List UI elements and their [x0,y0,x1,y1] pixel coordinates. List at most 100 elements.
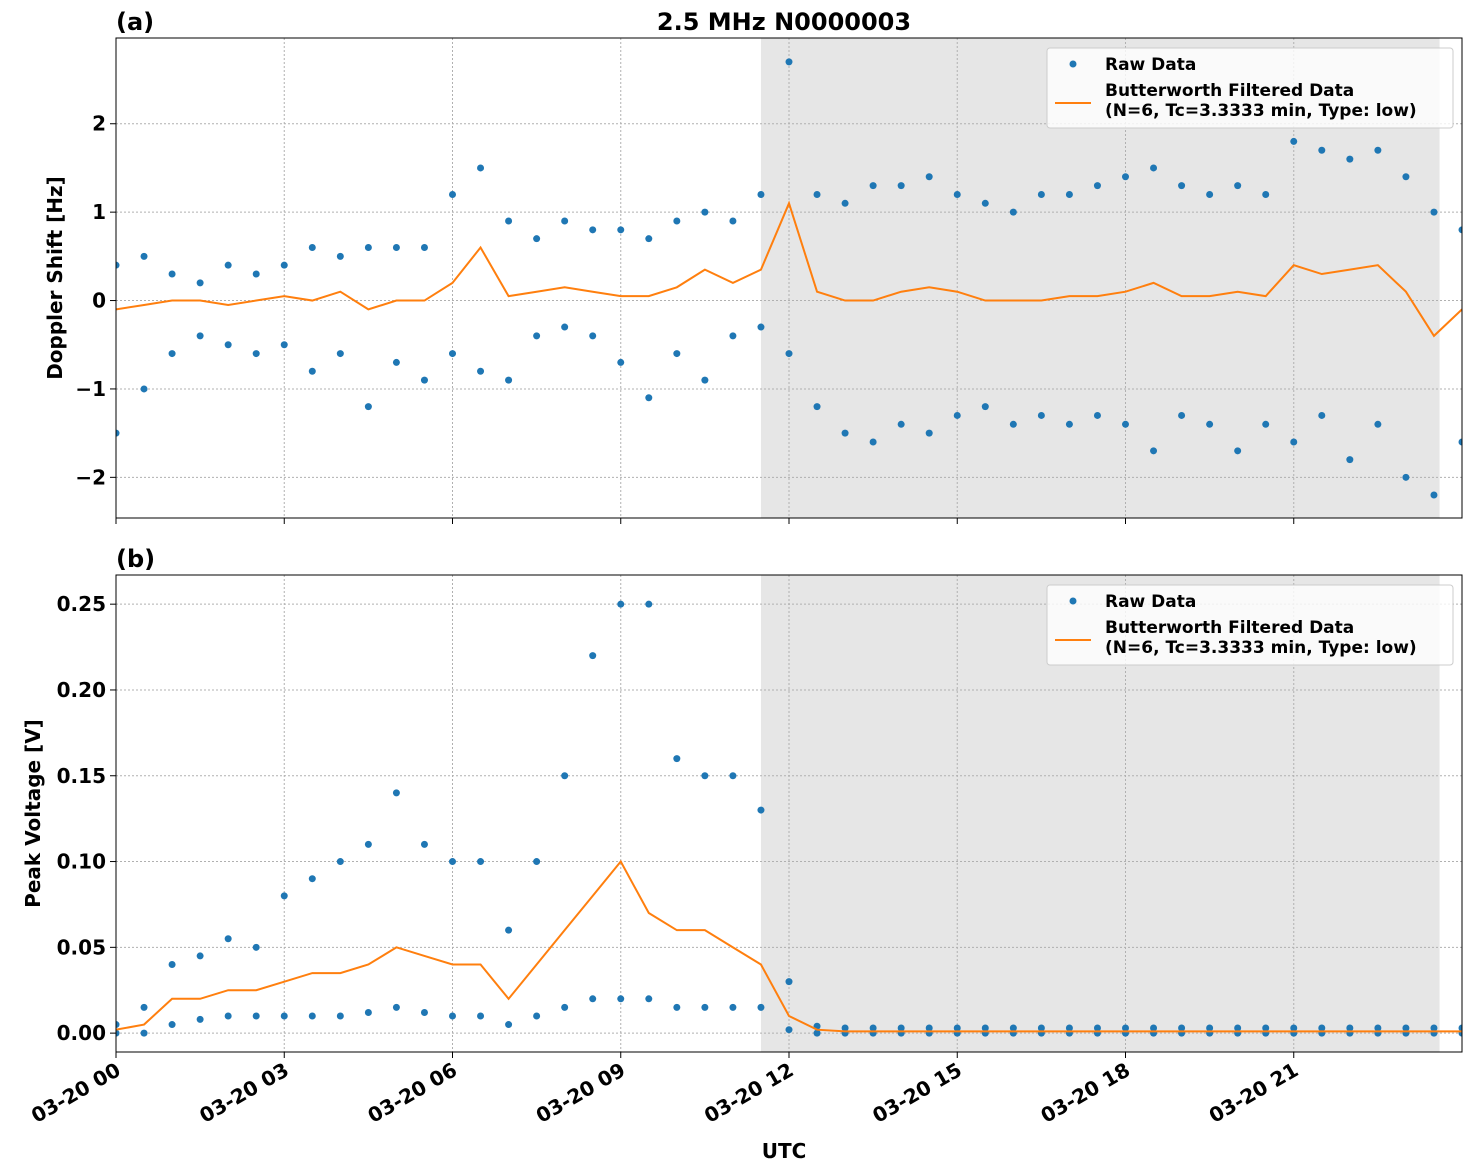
raw-point [477,858,485,866]
raw-point [196,279,204,287]
raw-point [1122,420,1129,428]
raw-point [308,1012,316,1020]
panel-label: (a) [116,8,154,36]
raw-point [785,58,793,66]
x-tick-label: 03-20 06 [363,1058,461,1128]
raw-point [1262,1024,1270,1032]
raw-point [617,226,625,234]
raw-point [336,858,344,866]
raw-point [1318,1024,1326,1032]
raw-point [1093,1024,1101,1032]
raw-point [392,358,400,366]
x-tick-label: 03-20 03 [195,1058,293,1128]
raw-point [1318,411,1326,419]
raw-point [729,772,737,780]
y-tick-label: −2 [75,465,106,489]
x-tick-label: 03-20 12 [700,1058,798,1128]
raw-point [617,358,625,366]
raw-point [1234,182,1242,190]
raw-point [617,995,625,1003]
raw-point [729,217,737,225]
raw-point [420,244,428,252]
raw-point [364,840,372,848]
raw-point [1037,1024,1045,1032]
raw-point [925,429,933,437]
x-tick-label: 03-20 09 [532,1058,630,1128]
raw-point [1290,1024,1298,1032]
x-tick-label: 03-20 21 [1205,1058,1303,1128]
raw-point [645,995,653,1003]
raw-point [533,1012,541,1020]
raw-point [981,1024,989,1032]
raw-point [140,252,148,260]
raw-point [280,261,288,269]
raw-point [925,173,933,181]
raw-point [1009,420,1017,428]
raw-point [1178,1024,1186,1032]
raw-point [168,1021,176,1029]
filtered-line [116,200,1462,338]
raw-point [785,978,793,986]
raw-point [841,429,849,437]
raw-point [757,323,765,331]
raw-point [1093,182,1101,190]
raw-point [280,341,288,349]
raw-point [701,772,709,780]
raw-point [280,892,288,900]
raw-point [420,840,428,848]
legend-box [1046,584,1454,666]
raw-point [1290,438,1298,446]
legend-box [1046,47,1454,129]
raw-point [477,1012,485,1020]
raw-point [813,190,821,198]
raw-point [1122,1024,1129,1032]
plot-area [116,600,1462,1037]
raw-point [589,652,597,660]
raw-point [336,350,344,358]
raw-point [1065,190,1073,198]
raw-point [1262,190,1270,198]
y-tick-label: 2 [92,112,106,136]
raw-point [364,403,372,411]
raw-point [785,1026,793,1034]
raw-point [897,420,905,428]
raw-point [1178,182,1186,190]
raw-point [953,411,961,419]
raw-point [785,350,793,358]
panel-label: (b) [116,545,155,573]
raw-point [869,438,877,446]
raw-point [673,1003,681,1011]
raw-point [645,600,653,608]
raw-point [392,789,400,797]
raw-point [617,600,625,608]
raw-point [1234,447,1242,455]
raw-point [869,1024,877,1032]
raw-point [1206,420,1214,428]
raw-point [224,935,232,943]
raw-point [420,1009,428,1017]
raw-point [477,367,485,375]
raw-point [645,235,653,243]
raw-point [1178,411,1186,419]
axes-frame [115,37,1463,519]
raw-point [897,1024,905,1032]
y-tick-label: 0 [92,289,106,313]
raw-point [1093,411,1101,419]
raw-point [757,806,765,814]
raw-point [224,1012,232,1020]
raw-point [869,182,877,190]
axes-frame [115,574,1463,1053]
raw-point [1458,1024,1462,1032]
y-tick-label: 1 [92,200,106,224]
raw-point [757,1003,765,1011]
raw-point [1374,146,1382,154]
raw-point [1402,173,1410,181]
raw-point [1402,1024,1410,1032]
raw-point [505,376,513,384]
raw-point [813,1029,821,1037]
raw-point [561,217,569,225]
y-tick-label: 0.15 [57,764,106,788]
legend-label: Butterworth Filtered Data [1105,81,1354,101]
raw-point [116,1021,120,1029]
raw-point [168,960,176,968]
